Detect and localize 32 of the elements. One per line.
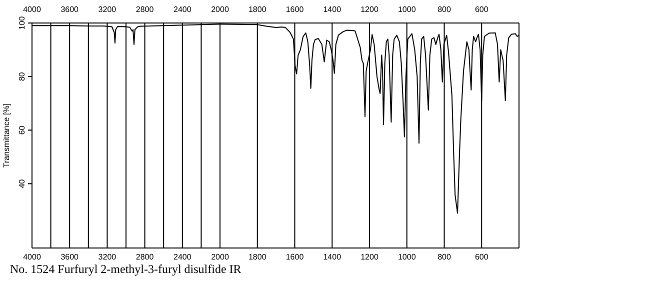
x-tick-label: 1600	[286, 252, 304, 262]
x2-tick-label: 1000	[398, 5, 416, 14]
y-tick-label: 60	[18, 125, 26, 135]
x2-tick-label: 1400	[323, 5, 342, 14]
x-tick-label: 3200	[98, 252, 117, 262]
y-tick-label: 40	[18, 178, 26, 188]
y-tick-label: 80	[18, 72, 26, 82]
x-tick-label: 800	[438, 252, 452, 262]
x2-tick-label: 2400	[174, 5, 192, 14]
x2-tick-label: 2000	[211, 5, 230, 14]
x2-tick-label: 1600	[286, 5, 304, 14]
y-tick-label: 100	[18, 16, 26, 30]
x2-tick-label: 2800	[136, 5, 154, 14]
x-tick-label: 1800	[248, 252, 267, 262]
x2-tick-label: 3600	[60, 5, 80, 14]
x-tick-label: 1200	[360, 252, 379, 262]
x-tick-label: 600	[474, 252, 489, 262]
y-axis-title: Transmittance [%]	[2, 103, 11, 168]
x-tick-label: 1400	[323, 252, 342, 262]
x2-tick-label: 4000	[23, 5, 42, 14]
x2-tick-label: 800	[438, 5, 452, 14]
x-tick-label: 2800	[136, 252, 154, 262]
x-tick-label: 1000	[398, 252, 416, 262]
x2-tick-label: 1800	[248, 5, 267, 14]
text: No. 1524 Furfuryl 2-methyl-3-furyl disulfide IR	[10, 262, 242, 276]
x2-tick-label: 1200	[360, 5, 379, 14]
x-tick-label: 4000	[23, 252, 42, 262]
x-tick-label: 2400	[174, 252, 192, 262]
x-tick-label: 3600	[60, 252, 80, 262]
x2-tick-label: 3200	[98, 5, 117, 14]
x-tick-label: 2000	[211, 252, 230, 262]
x2-tick-label: 600	[474, 5, 489, 14]
